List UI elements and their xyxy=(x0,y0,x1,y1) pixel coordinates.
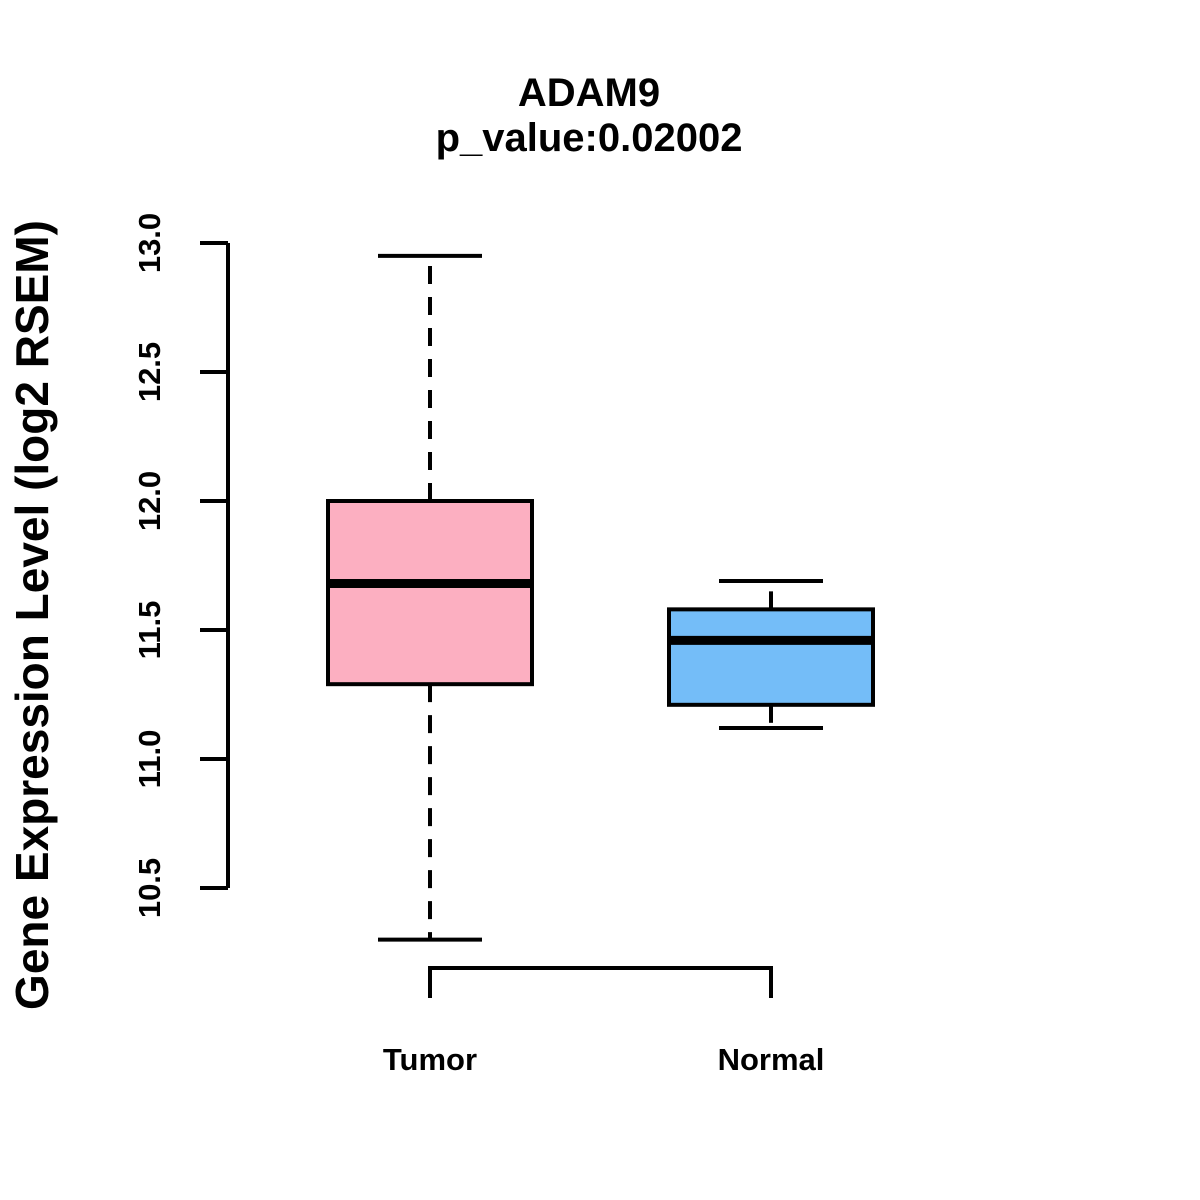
y-tick-label: 11.5 xyxy=(132,601,167,660)
y-tick-label: 12.5 xyxy=(132,342,167,402)
y-tick-label: 11.0 xyxy=(132,730,167,789)
chart-title: ADAM9 xyxy=(518,71,660,115)
y-tick-label: 13.0 xyxy=(132,213,167,273)
normal-box xyxy=(667,607,875,707)
y-axis-title: Gene Expression Level (log2 RSEM) xyxy=(6,220,58,1010)
y-tick-label: 10.5 xyxy=(132,858,167,918)
plot-layer: 10.5 11.0 11.5 12.0 12.5 13.0 xyxy=(132,213,875,998)
tumor-box xyxy=(326,499,534,687)
x-axis-bracket xyxy=(428,966,773,998)
x-label-tumor: Tumor xyxy=(383,1042,477,1077)
chart-subtitle: p_value:0.02002 xyxy=(436,116,743,160)
x-label-normal: Normal xyxy=(718,1042,825,1077)
y-tick-label: 12.0 xyxy=(132,471,167,531)
